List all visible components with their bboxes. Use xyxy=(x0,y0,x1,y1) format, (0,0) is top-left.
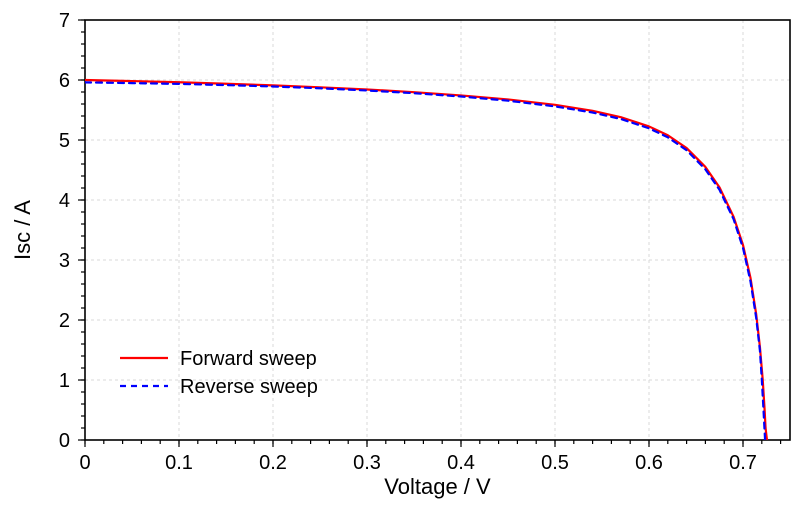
y-tick-label: 6 xyxy=(59,70,70,92)
x-tick-label: 0.6 xyxy=(635,452,663,474)
x-tick-label: 0.2 xyxy=(259,452,287,474)
x-axis-label: Voltage / V xyxy=(384,474,491,499)
legend-label-1: Reverse sweep xyxy=(180,376,318,398)
y-tick-label: 5 xyxy=(59,130,70,152)
x-tick-label: 0.7 xyxy=(729,452,757,474)
x-tick-label: 0.4 xyxy=(447,452,475,474)
y-tick-label: 0 xyxy=(59,430,70,452)
legend-label-0: Forward sweep xyxy=(180,348,317,370)
x-tick-label: 0.5 xyxy=(541,452,569,474)
y-tick-label: 1 xyxy=(59,370,70,392)
y-tick-label: 7 xyxy=(59,10,70,32)
x-tick-label: 0.3 xyxy=(353,452,381,474)
y-tick-label: 3 xyxy=(59,250,70,272)
y-tick-label: 2 xyxy=(59,310,70,332)
y-tick-label: 4 xyxy=(59,190,70,212)
x-tick-label: 0 xyxy=(79,452,90,474)
y-axis-label: Isc / A xyxy=(10,200,35,260)
chart-background xyxy=(0,0,800,511)
x-tick-label: 0.1 xyxy=(165,452,193,474)
iv-curve-chart: 0 0.1 0.2 0.3 0.4 0.5 0.6 0.7 0 1 2 3 4 5 6 7 Voltage /… xyxy=(0,0,800,511)
chart-svg: 0 0.1 0.2 0.3 0.4 0.5 0.6 0.7 0 1 2 3 4 5 6 7 Voltage /… xyxy=(0,0,800,511)
